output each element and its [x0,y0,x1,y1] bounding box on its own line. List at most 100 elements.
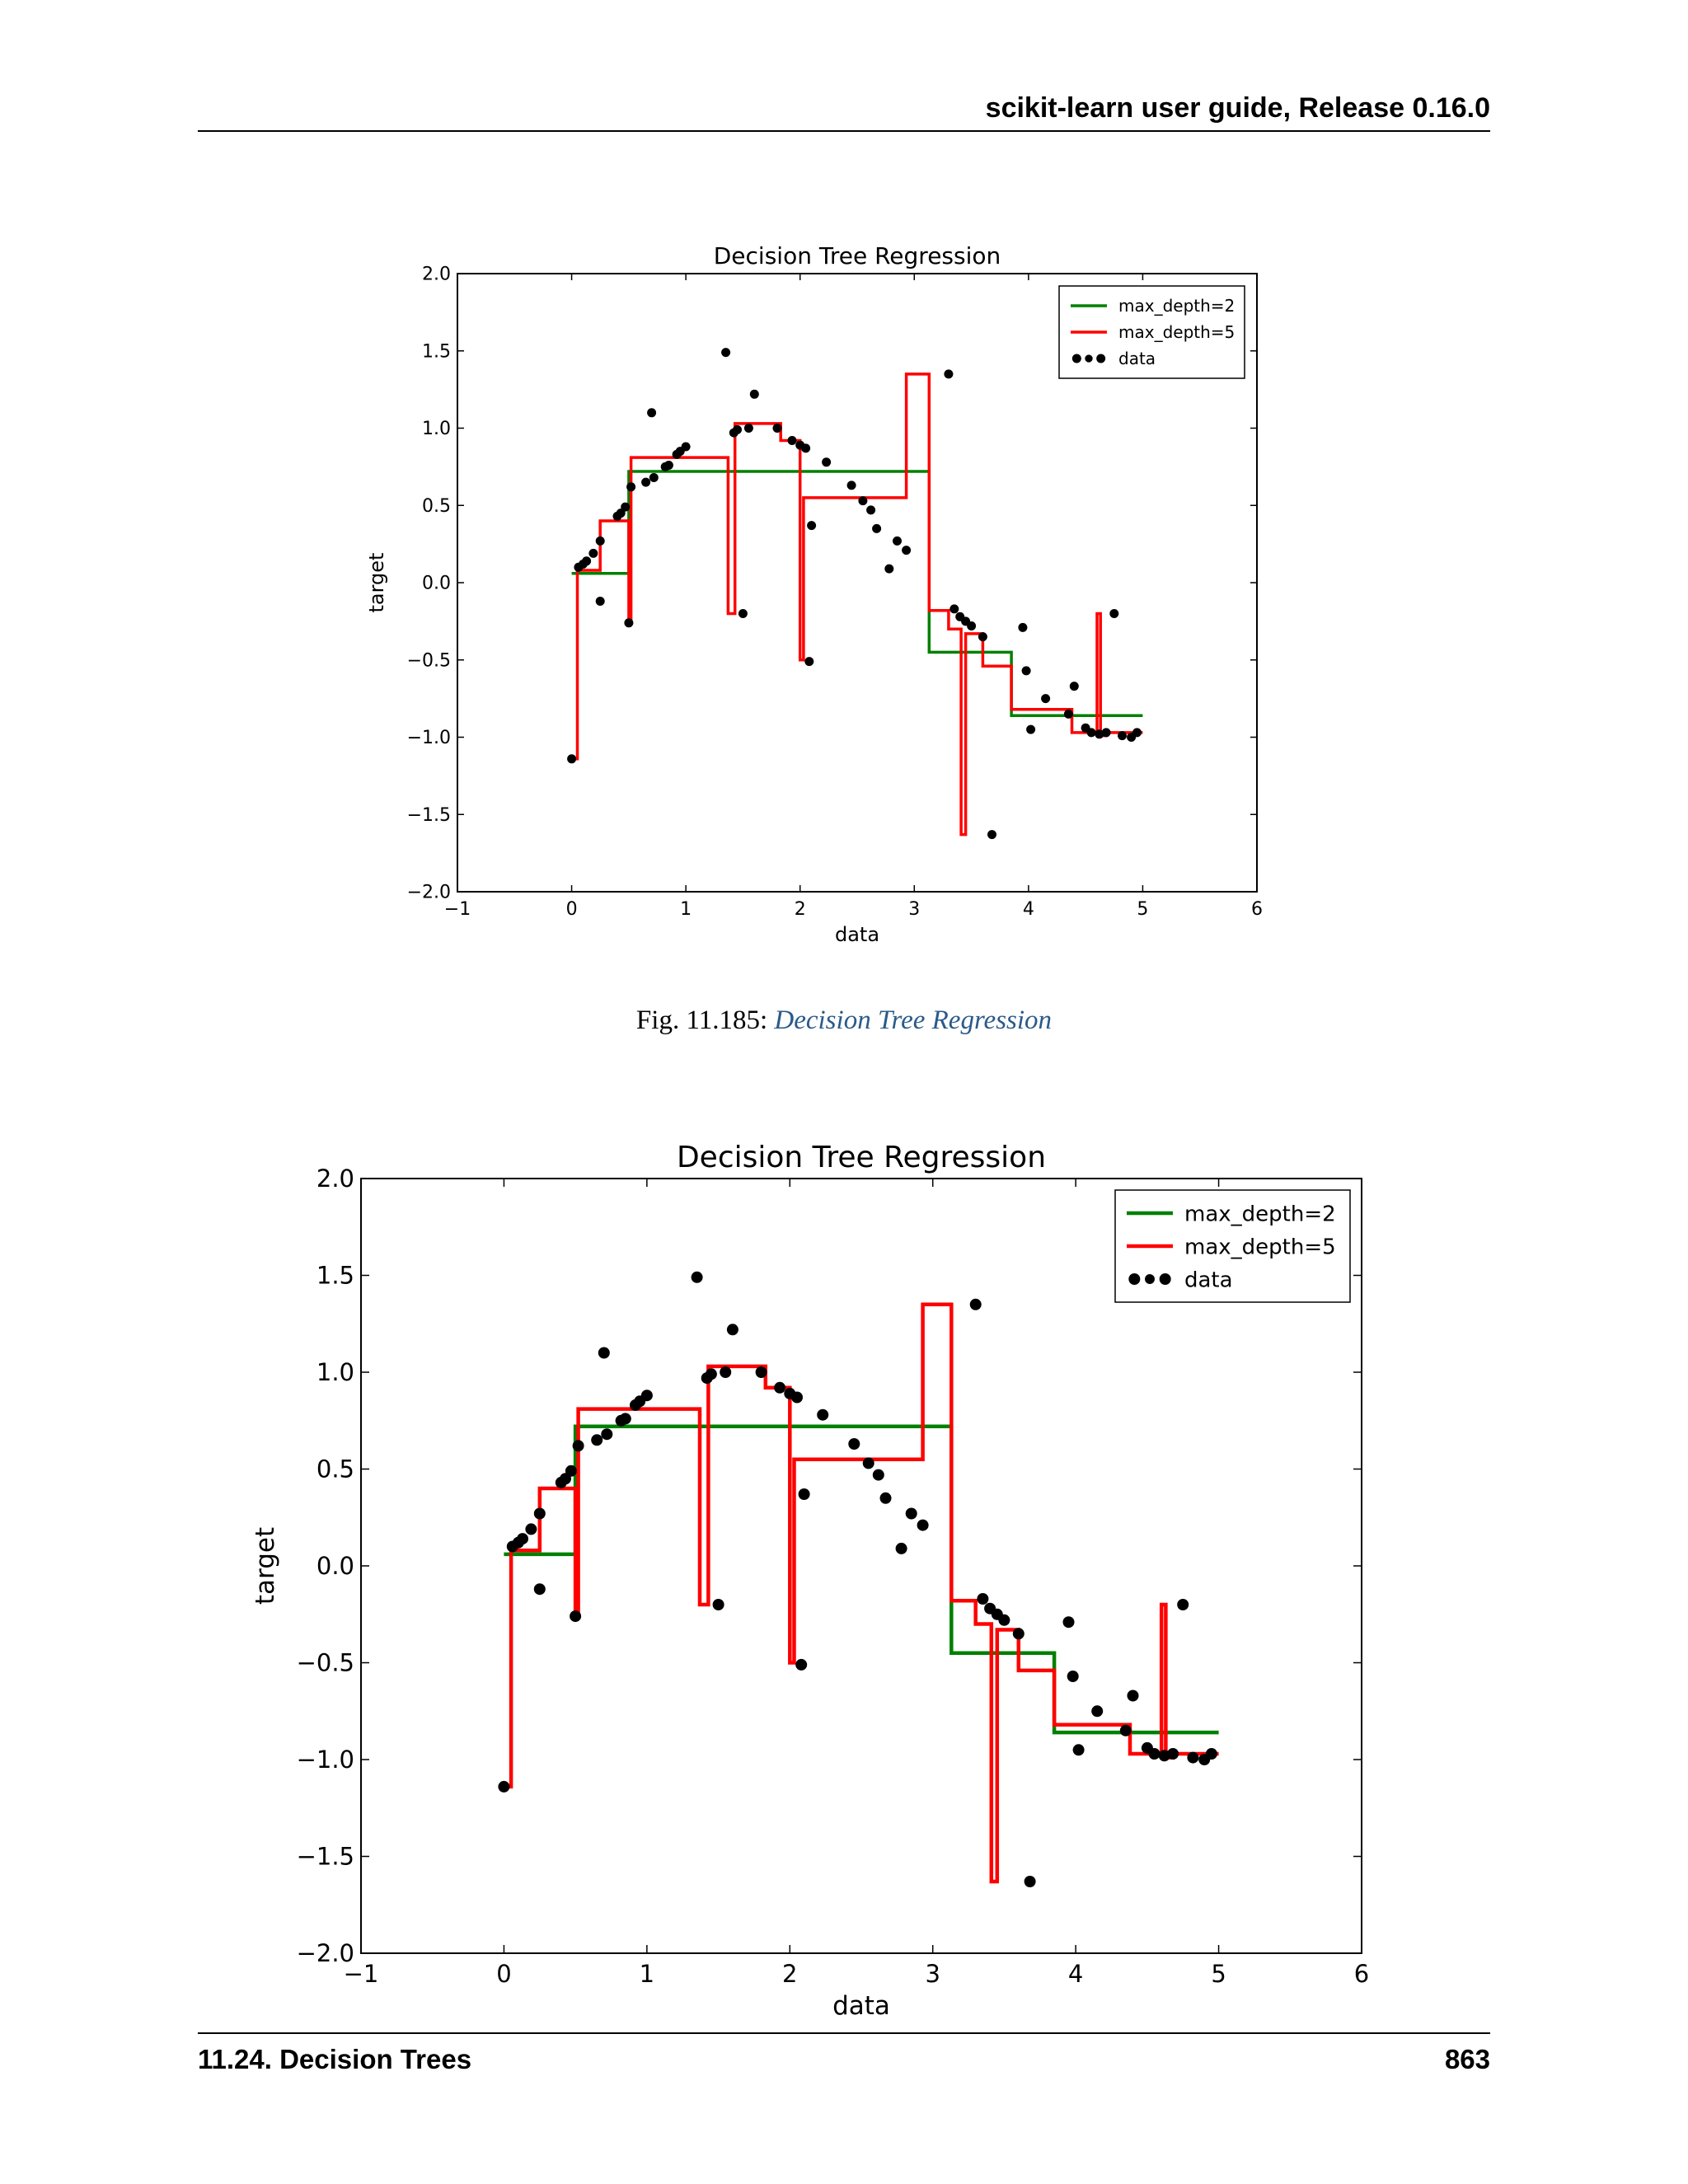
data-point [1119,1724,1132,1736]
data-point [1091,1705,1104,1718]
data-point [1069,682,1079,691]
x-tick-label: 1 [640,1960,654,1988]
data-point [705,1368,717,1380]
y-tick-label: −1.0 [297,1746,354,1774]
data-point [872,523,882,533]
legend-label-2: data [1118,349,1156,368]
footer-rule [198,2032,1490,2034]
data-point [969,1298,982,1310]
data-point [1167,1748,1179,1760]
series-line-0 [504,1424,1219,1735]
x-tick-label: −1 [444,899,471,920]
data-point [1177,1599,1189,1610]
page-header-title: scikit-learn user guide, Release 0.16.0 [985,92,1490,124]
data-point [565,1465,577,1477]
data-point [998,1614,1010,1626]
data-point [1086,728,1096,738]
data-point [804,657,814,667]
data-point [977,1593,989,1605]
data-point [950,604,959,614]
data-point [866,505,876,515]
y-tick-label: 1.5 [422,341,451,362]
legend-label-0: max_depth=2 [1118,296,1235,316]
data-point [848,1438,860,1450]
data-point [749,389,759,399]
data-point [588,548,598,558]
data-point [1012,1628,1025,1640]
data-point [738,609,748,618]
chart-title: Decision Tree Regression [677,1141,1046,1174]
data-point [1148,1748,1160,1760]
data-point [570,1610,582,1623]
x-tick-label: 2 [795,899,806,920]
data-point [712,1599,724,1610]
y-tick-label: −1.5 [297,1843,354,1871]
data-point [517,1533,528,1545]
chart-2: Decision Tree Regression −1 0 1 2 3 4 5 6 −2.0 −1.… [251,1141,1369,2021]
legend-label-2: data [1184,1268,1233,1292]
series-line-0 [571,470,1143,718]
data-point [872,1469,884,1481]
data-point [787,436,797,445]
data-point [598,1347,610,1359]
y-tick-label: 0.5 [316,1455,354,1483]
data-point [1041,694,1051,704]
data-point [533,1583,546,1596]
data-point [978,632,987,642]
data-point [774,1381,786,1394]
data-point [663,461,673,470]
data-point [720,1366,732,1378]
chart-1: Decision Tree Regression −1 0 1 2 3 4 5 6 −2.0 −1.… [365,242,1263,946]
data-point [1018,622,1028,632]
legend-swatch-2 [1096,354,1106,363]
data-point [798,1488,810,1500]
y-tick-label: 0.0 [422,574,451,594]
data-point [1024,1876,1036,1887]
data-point [1062,1616,1075,1629]
caption-link[interactable]: Decision Tree Regression [774,1005,1053,1035]
data-point [624,618,634,628]
chart-title: Decision Tree Regression [714,242,1001,269]
data-point [721,348,731,358]
data-point [884,564,894,574]
data-point [582,556,592,566]
data-point [621,502,631,512]
x-axis-label: data [835,923,879,946]
y-tick-label: 1.0 [422,419,451,439]
data-point [525,1523,537,1535]
data-point [772,424,782,433]
data-point [807,521,817,531]
x-tick-label: 3 [908,899,920,920]
data-point [895,1542,907,1554]
data-point [1072,1744,1085,1756]
x-tick-label: 6 [1354,1960,1369,1988]
y-tick-label: 0.5 [422,496,451,517]
data-point [1063,709,1073,719]
data-point [846,480,856,490]
x-tick-label: 3 [925,1960,940,1988]
legend-swatch-2 [1085,354,1093,363]
data-point [791,1391,803,1404]
data-point [498,1780,510,1793]
data-point [572,1440,584,1452]
data-point [755,1366,767,1378]
y-tick-label: −2.0 [407,883,451,903]
data-point [893,536,902,546]
data-point [801,443,811,453]
y-tick-label: −2.0 [297,1939,354,1967]
data-point [567,754,577,764]
x-tick-label: 0 [496,1960,511,1988]
figure-2-chart: Decision Tree Regression −1 0 1 2 3 4 5 6 −2.0 −1.… [251,1141,1369,2021]
data-point [1067,1671,1079,1682]
footer-section: 11.24. Decision Trees [198,2044,472,2074]
series-line-1 [571,373,1143,837]
legend-label-0: max_depth=2 [1184,1202,1336,1226]
y-tick-label: 1.0 [316,1358,354,1386]
data-point [1118,731,1127,741]
data-point [1127,1690,1139,1702]
legend-label-1: max_depth=5 [1184,1235,1336,1259]
data-point [902,546,912,555]
data-point [626,482,636,492]
